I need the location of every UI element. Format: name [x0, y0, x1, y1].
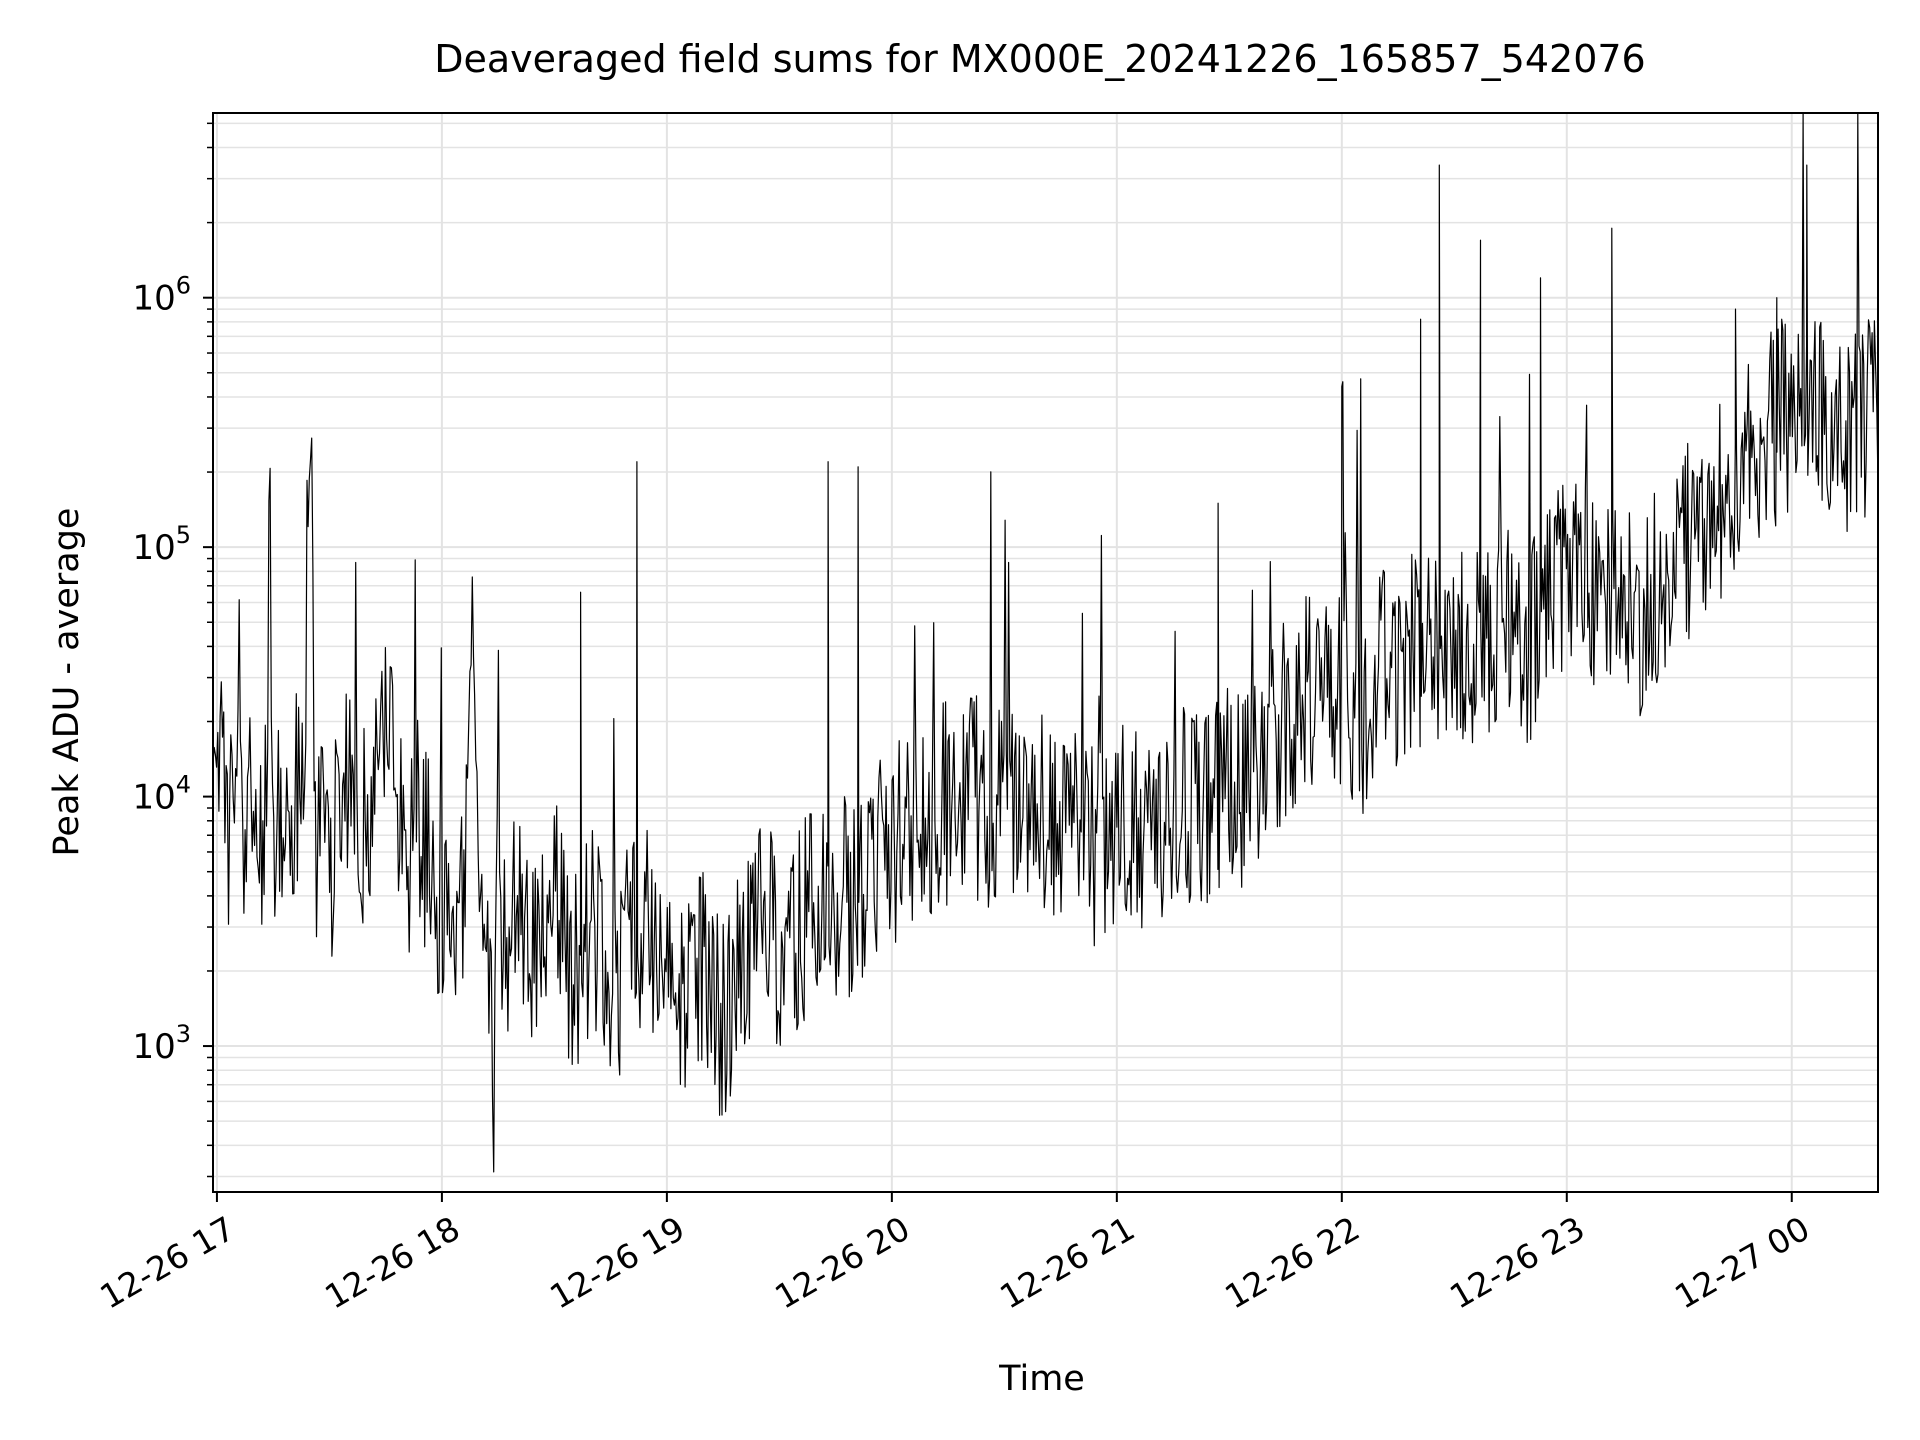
- series-line: [212, 112, 1879, 1173]
- y-tick-label: 103: [132, 1020, 191, 1067]
- y-axis-title: Peak ADU - average: [47, 508, 87, 857]
- x-axis-title: Time: [998, 1359, 1085, 1399]
- grid: [213, 113, 1878, 1192]
- data-layer: [212, 112, 1879, 1173]
- plot-area-frame: [212, 112, 1879, 1193]
- y-tick-label: 105: [132, 521, 191, 568]
- y-tick-label: 106: [132, 272, 191, 319]
- y-tick-label: 104: [132, 771, 191, 818]
- chart-title: Deaveraged field sums for MX000E_2024122…: [434, 37, 1645, 81]
